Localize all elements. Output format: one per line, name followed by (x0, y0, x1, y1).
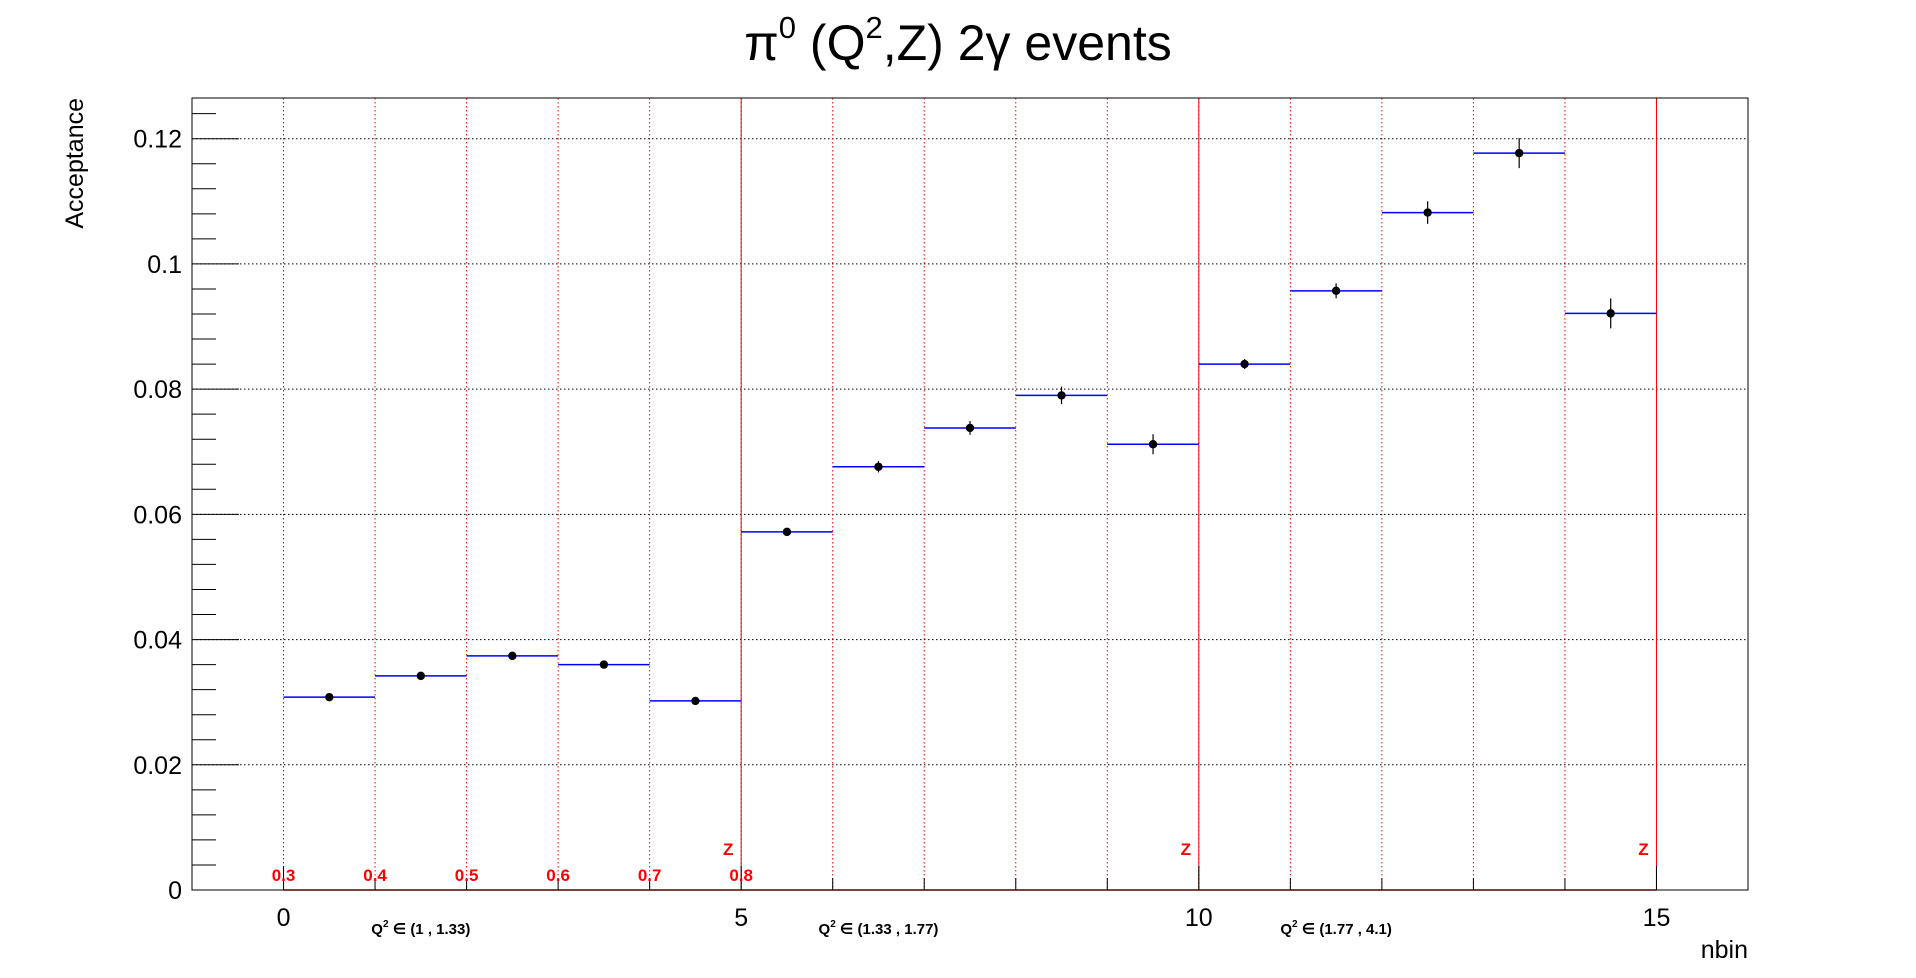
data-point (599, 660, 609, 669)
data-point (691, 696, 700, 706)
y-tick-label: 0 (168, 877, 182, 905)
x-tick-label: 10 (1185, 904, 1213, 932)
data-point (1057, 391, 1066, 400)
y-tick-label: 0.08 (133, 376, 182, 404)
q2-range-label: Q2 ∈ (1.33 , 1.77) (819, 919, 939, 938)
data-point (1514, 148, 1524, 158)
z-marker: Z (1638, 840, 1648, 859)
q2-range-label: Q2 ∈ (1 , 1.33) (371, 919, 470, 938)
z-bin-label: 0.7 (638, 866, 662, 885)
plot-frame (191, 97, 1749, 891)
z-marker: Z (723, 840, 733, 859)
grid-layer (192, 98, 1748, 890)
data-point (1606, 309, 1615, 318)
title-pi-superscript: 0 (778, 10, 797, 45)
data-point (416, 671, 426, 681)
data-point (325, 692, 334, 702)
data-point (1240, 359, 1249, 369)
data-point (508, 651, 517, 661)
title-rest: ,Z) 2γ events (882, 15, 1172, 71)
data-point (782, 527, 792, 537)
data-point (965, 423, 975, 433)
q2-prefix: Q (371, 921, 383, 938)
z-marker: Z (1181, 840, 1191, 859)
axes-layer: 0 5 10 15 0 0.02 0.04 0.06 0.08 0.1 0.12 (133, 113, 1671, 932)
x-tick-label: 15 (1643, 904, 1671, 932)
q2-prefix: Q (819, 921, 831, 938)
data-point (874, 462, 883, 471)
title-open: (Q (796, 15, 866, 71)
x-axis-label: nbin (1701, 936, 1748, 964)
data-points-layer (325, 138, 1615, 706)
data-point (1148, 440, 1158, 449)
q2-range-text: ∈ (1 , 1.33) (389, 921, 471, 938)
z-bin-label: 0.5 (455, 866, 479, 885)
title-pi: π (744, 15, 779, 71)
q2-superscript: 2 (830, 919, 836, 930)
z-bin-label: 0.4 (363, 866, 387, 885)
x-tick-label: 5 (734, 904, 748, 932)
z-bin-label: 0.8 (729, 866, 753, 885)
q2-range-text: ∈ (1.33 , 1.77) (836, 921, 939, 938)
y-tick-label: 0.12 (133, 126, 182, 154)
data-point (1423, 208, 1432, 217)
q2-range-label: Q2 ∈ (1.77 , 4.1) (1280, 919, 1392, 938)
data-point (1331, 286, 1341, 296)
z-bin-label: 0.3 (272, 866, 296, 885)
q2-range-text: ∈ (1.77 , 4.1) (1298, 921, 1392, 938)
x-tick-label: 0 (277, 904, 291, 932)
y-tick-label: 0.1 (147, 251, 182, 279)
q2-superscript: 2 (1292, 919, 1298, 930)
y-tick-label: 0.06 (133, 501, 182, 529)
y-tick-label: 0.02 (133, 752, 182, 780)
q2-prefix: Q (1280, 921, 1292, 938)
chart-title: π0 (Q2,Z) 2γ events (0, 12, 1916, 72)
q2-superscript: 2 (383, 919, 389, 930)
title-q-superscript: 2 (865, 10, 883, 45)
y-axis-label: Acceptance (61, 98, 89, 229)
z-bin-label: 0.6 (546, 866, 570, 885)
y-tick-label: 0.04 (133, 627, 182, 655)
bin-grid-layer (283, 98, 1657, 891)
annotation-layer: 0.3 0.4 0.5 0.6 0.7 0.8Z Z ZQ2 ∈ (1 , 1.33) Q2 ∈… (272, 840, 1649, 938)
